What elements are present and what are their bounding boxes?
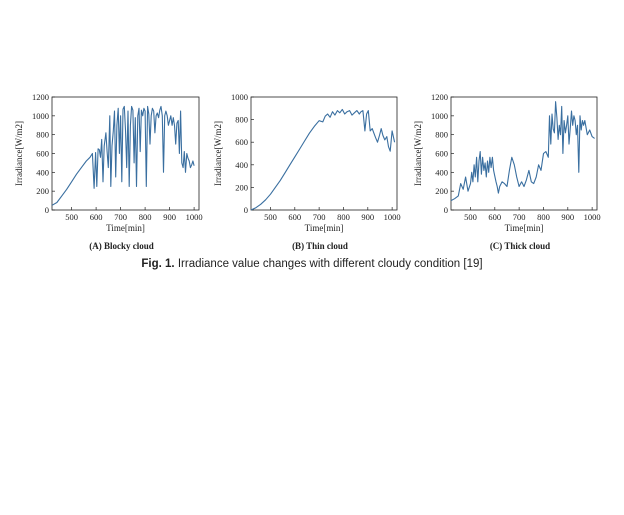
panel-title-blocky: (A) Blocky cloud [89,241,154,251]
series-line-thick [450,101,595,202]
x-tick-label-blocky: 1000 [186,212,203,222]
y-tick-label-thick: 800 [435,130,448,140]
y-tick-label-thin: 400 [235,160,248,170]
x-tick-label-blocky: 900 [163,212,176,222]
y-tick-label-thin: 600 [235,137,248,147]
x-tick-label-thin: 500 [264,212,277,222]
x-axis-label-thick: Time[min] [505,223,544,233]
y-tick-label-thick: 1000 [431,111,448,121]
y-tick-label-thin: 0 [244,205,248,215]
series-line-thin [250,108,396,211]
y-tick-label-thick: 200 [435,186,448,196]
x-tick-label-thin: 800 [337,212,350,222]
x-tick-label-blocky: 600 [90,212,103,222]
x-axis-label-thin: Time[min] [305,223,344,233]
y-tick-label-blocky: 600 [36,149,49,159]
plot-frame-thick [450,96,598,211]
x-tick-label-thick: 800 [537,212,550,222]
panel-title-thick: (C) Thick cloud [490,241,550,251]
x-tick-label-thin: 700 [313,212,326,222]
x-tick-label-thin: 900 [361,212,374,222]
y-axis-label-blocky: Irradiance[W/m2] [14,121,24,186]
y-tick-label-thick: 1200 [431,92,448,102]
x-tick-label-blocky: 700 [114,212,127,222]
y-tick-label-thin: 200 [235,182,248,192]
caption-text: Irradiance value changes with different … [174,258,483,270]
y-axis-label-thin: Irradiance[W/m2] [213,121,223,186]
y-tick-label-thick: 600 [435,149,448,159]
y-tick-label-thick: 400 [435,167,448,177]
x-tick-label-thin: 600 [288,212,301,222]
y-tick-label-thick: 0 [444,205,448,215]
x-tick-label-thick: 600 [488,212,501,222]
caption-label: Fig. 1. [141,258,175,270]
plot-frame-thin [250,96,398,211]
y-tick-label-thin: 800 [235,115,248,125]
x-tick-label-thick: 500 [464,212,477,222]
x-axis-label-blocky: Time[min] [106,223,145,233]
x-tick-label-thick: 1000 [584,212,601,222]
y-axis-label-thick: Irradiance[W/m2] [413,121,423,186]
y-tick-label-blocky: 1200 [32,92,49,102]
x-tick-label-blocky: 800 [139,212,152,222]
figure-caption: Fig. 1. Irradiance value changes with di… [0,258,624,270]
y-tick-label-blocky: 200 [36,186,49,196]
x-tick-label-thick: 900 [561,212,574,222]
panel-title-thin: (B) Thin cloud [292,241,348,251]
plot-frame-blocky [51,96,200,211]
y-tick-label-blocky: 400 [36,167,49,177]
y-tick-label-thin: 1000 [231,92,248,102]
x-tick-label-blocky: 500 [65,212,78,222]
y-tick-label-blocky: 1000 [32,111,49,121]
x-tick-label-thick: 700 [513,212,526,222]
series-line-blocky [51,105,195,206]
x-tick-label-thin: 1000 [384,212,401,222]
y-tick-label-blocky: 800 [36,130,49,140]
y-tick-label-blocky: 0 [45,205,49,215]
